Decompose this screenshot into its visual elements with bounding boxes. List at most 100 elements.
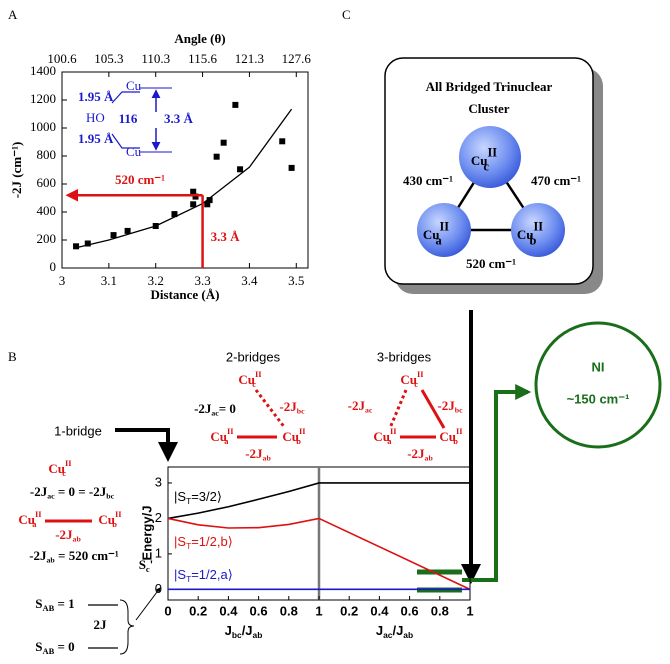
text-run: c <box>414 379 418 389</box>
cu-label: CuII a <box>210 426 233 446</box>
text-run: S <box>35 639 42 654</box>
inset-bond <box>111 91 140 149</box>
x2-tick-label: 110.3 <box>141 51 170 66</box>
coupling-label: -2Jbc <box>437 398 463 414</box>
x-tick-label: 3.1 <box>101 273 117 288</box>
text-run: ac <box>365 405 373 414</box>
edge-label: 470 cm⁻¹ <box>531 173 581 188</box>
series-label: |ST=1/2,a⟩ <box>174 567 233 584</box>
arrow <box>135 587 161 621</box>
panel-label: A <box>8 7 18 22</box>
text-run: T <box>186 574 191 584</box>
y-tick-label: 1200 <box>30 91 56 106</box>
point <box>192 193 199 200</box>
text-run: -2J <box>194 401 212 416</box>
y-axis-title: Energy/J <box>139 506 154 561</box>
x-tick-label: 0.4 <box>370 603 389 618</box>
text-run: /J <box>392 623 403 638</box>
text-run: Cu <box>282 429 299 444</box>
text-run: b <box>296 436 301 446</box>
point <box>84 240 91 247</box>
text-run: = 0 <box>54 639 74 654</box>
point <box>152 223 159 229</box>
text-run: /J <box>242 623 253 638</box>
text-run: AB <box>43 603 55 613</box>
plot-frame <box>61 71 309 269</box>
y-tick-label: 1400 <box>30 63 56 78</box>
text-run: c <box>484 160 490 174</box>
point <box>171 211 178 218</box>
text-run: bc <box>106 491 114 500</box>
text-run: II <box>390 426 397 436</box>
series-line <box>167 517 471 591</box>
text-run: b <box>530 234 537 248</box>
point <box>237 166 244 173</box>
point <box>73 243 80 250</box>
inset-text: Cu <box>126 144 142 159</box>
bridge-title: 1-bridge <box>54 423 102 438</box>
point <box>110 232 117 239</box>
point <box>190 188 197 195</box>
text-run: II <box>488 145 498 159</box>
ni-value: ~150 cm⁻¹ <box>567 391 630 406</box>
spin-label: Sc' <box>139 557 154 574</box>
text-run: Cu <box>48 461 65 476</box>
text-run: -2J <box>279 399 297 414</box>
text-run: bc <box>455 405 463 414</box>
text-run: =1/2,b⟩ <box>191 534 233 549</box>
bridge-title: 2-bridges <box>226 349 281 364</box>
y-tick-label: 1 <box>155 545 162 560</box>
x2-tick-label: 100.6 <box>47 51 77 66</box>
text-run: c <box>252 379 256 389</box>
x-tick-label: 0.2 <box>340 603 358 618</box>
x-tick-label: 0.2 <box>189 603 207 618</box>
inset-text: HO <box>86 110 105 125</box>
cu-label: CuII a <box>373 426 396 446</box>
spin-label: SAB = 0 <box>35 639 74 656</box>
text-run: a <box>32 519 37 529</box>
text-run: b <box>112 519 117 529</box>
text-run: c <box>62 468 66 478</box>
panel-label: B <box>8 349 17 364</box>
text-run: ab <box>425 453 434 462</box>
x-tick-label: 0 <box>164 603 171 618</box>
text-run: = 0 = -2J <box>55 484 107 499</box>
text-run: Cu <box>18 512 35 527</box>
text-run: a <box>436 234 442 248</box>
text-run: ' <box>150 557 154 572</box>
text-run: J <box>225 623 232 638</box>
text-run: |S <box>174 489 186 504</box>
cu-label: CuII a <box>18 509 41 529</box>
y-tick-label: 3 <box>155 474 162 489</box>
text-run: -2J <box>348 398 366 413</box>
text-run: c <box>146 564 150 574</box>
y-tick-label: 200 <box>37 231 57 246</box>
x2-tick-label: 121.3 <box>235 51 264 66</box>
node <box>511 203 565 257</box>
series-label: |ST=1/2,b⟩ <box>174 534 233 551</box>
panel-label: C <box>342 7 351 22</box>
text-run: II <box>115 509 122 519</box>
cu-label: CuII c <box>48 458 71 478</box>
point <box>124 227 131 234</box>
coupling-label: -2Jab <box>245 446 271 462</box>
edge-label: 520 cm⁻¹ <box>466 256 516 271</box>
x-tick-label: 1 <box>315 603 322 618</box>
x-tick-label: 3.5 <box>288 273 304 288</box>
text-run: -2J <box>437 398 455 413</box>
text-run: S <box>35 596 42 611</box>
text-run: II <box>417 369 424 379</box>
annotation: 3.3 Å <box>211 229 241 244</box>
text-run: II <box>440 219 450 233</box>
point <box>213 153 220 160</box>
gap-label: 2J <box>94 617 108 632</box>
text-run: bc <box>297 406 305 415</box>
x-tick-label: 3 <box>59 273 66 288</box>
y-tick-label: 400 <box>37 203 57 218</box>
text-run: bc <box>232 630 242 640</box>
annotation: 520 cm⁻¹ <box>115 172 165 187</box>
x-tick-label: 0.8 <box>431 603 449 618</box>
text-run: Cu <box>238 372 255 387</box>
text-run: J <box>376 623 383 638</box>
